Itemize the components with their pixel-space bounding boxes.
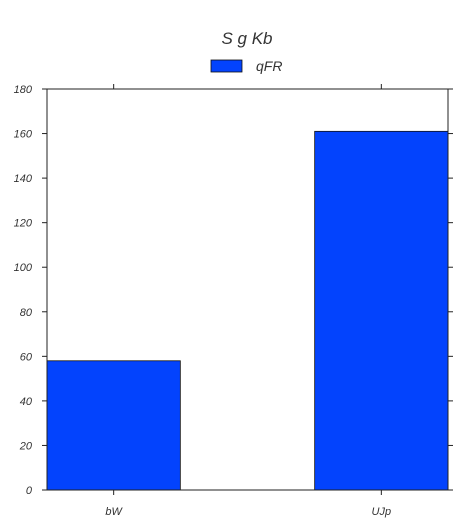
y-tick-label: 20 bbox=[19, 440, 33, 452]
y-tick-label: 100 bbox=[14, 262, 33, 274]
y-tick-label: 140 bbox=[14, 173, 33, 185]
legend-label: qFR bbox=[256, 58, 282, 74]
y-tick-label: 120 bbox=[14, 218, 33, 230]
chart-title: S g Kb bbox=[221, 29, 272, 48]
y-tick-label: 0 bbox=[26, 485, 33, 497]
legend: qFR bbox=[210, 58, 282, 74]
bar-bW bbox=[46, 360, 181, 491]
x-axis: bW UJp bbox=[105, 84, 391, 518]
y-tick-label: 160 bbox=[14, 129, 33, 141]
y-tick-label: 180 bbox=[14, 84, 33, 96]
y-tick-label: 40 bbox=[20, 396, 33, 408]
legend-swatch bbox=[210, 59, 243, 73]
y-axis: 0 20 40 60 80 100 120 140 160 180 bbox=[14, 84, 453, 497]
y-tick-label: 60 bbox=[20, 351, 33, 363]
x-tick-label: bW bbox=[105, 506, 123, 518]
plot-frame bbox=[46, 88, 449, 491]
bar-UJp bbox=[314, 130, 449, 491]
x-tick-label: UJp bbox=[372, 506, 392, 518]
bars bbox=[46, 130, 449, 491]
y-tick-label: 80 bbox=[20, 307, 33, 319]
